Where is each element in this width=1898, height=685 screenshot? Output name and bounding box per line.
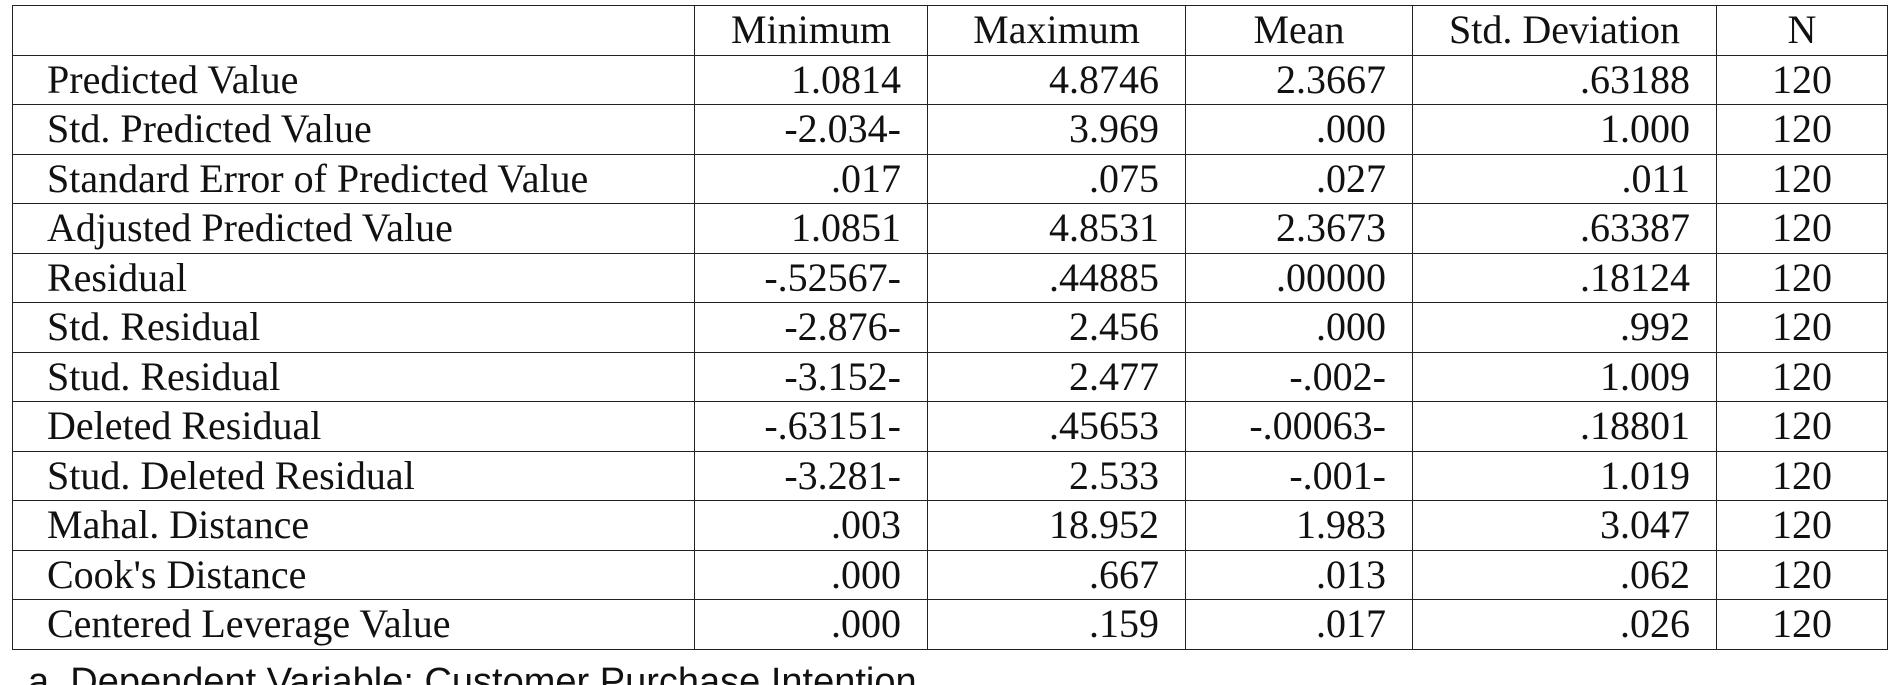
cell-std-deviation: 1.009 bbox=[1412, 351, 1717, 402]
cell-std-deviation: 3.047 bbox=[1412, 500, 1717, 551]
cell-n: 120 bbox=[1716, 500, 1888, 551]
cell-mean: .017 bbox=[1185, 599, 1413, 650]
cell-n: 120 bbox=[1716, 153, 1888, 204]
cell-maximum: .45653 bbox=[927, 401, 1186, 452]
cell-minimum: -3.152- bbox=[694, 351, 928, 402]
footnote: a. Dependent Variable: Customer Purchase… bbox=[28, 661, 917, 685]
cell-minimum: -2.876- bbox=[694, 302, 928, 353]
cell-std-deviation: .011 bbox=[1412, 153, 1717, 204]
cell-n: 120 bbox=[1716, 54, 1888, 105]
header-maximum: Maximum bbox=[927, 5, 1186, 56]
cell-minimum: 1.0814 bbox=[694, 54, 928, 105]
row-label: Stud. Residual bbox=[12, 351, 695, 402]
cell-mean: 2.3673 bbox=[1185, 203, 1413, 254]
cell-mean: .00000 bbox=[1185, 252, 1413, 303]
cell-maximum: .075 bbox=[927, 153, 1186, 204]
cell-mean: .000 bbox=[1185, 104, 1413, 155]
header-empty bbox=[12, 5, 695, 56]
table-row: Deleted Residual -.63151- .45653 -.00063- .1… bbox=[12, 401, 1888, 452]
cell-maximum: 2.533 bbox=[927, 450, 1186, 501]
cell-maximum: .44885 bbox=[927, 252, 1186, 303]
cell-n: 120 bbox=[1716, 203, 1888, 254]
cell-minimum: .017 bbox=[694, 153, 928, 204]
table-row: Residual -.52567- .44885.00000.18124 120 bbox=[12, 252, 1888, 303]
cell-mean: .027 bbox=[1185, 153, 1413, 204]
cell-maximum: 3.969 bbox=[927, 104, 1186, 155]
cell-minimum: .003 bbox=[694, 500, 928, 551]
cell-mean: -.00063- bbox=[1185, 401, 1413, 452]
header-row: Minimum Maximum Mean Std. Deviation N bbox=[12, 5, 1888, 56]
header-minimum: Minimum bbox=[694, 5, 928, 56]
cell-minimum: -.52567- bbox=[694, 252, 928, 303]
header-mean: Mean bbox=[1185, 5, 1413, 56]
table-row: Stud. Deleted Residual -3.281- 2.533 -.001-… bbox=[12, 450, 1888, 501]
row-label: Standard Error of Predicted Value bbox=[12, 153, 695, 204]
cell-maximum: 4.8746 bbox=[927, 54, 1186, 105]
row-label: Std. Residual bbox=[12, 302, 695, 353]
cell-maximum: 18.952 bbox=[927, 500, 1186, 551]
cell-mean: -.001- bbox=[1185, 450, 1413, 501]
cell-minimum: -3.281- bbox=[694, 450, 928, 501]
cell-mean: 2.3667 bbox=[1185, 54, 1413, 105]
cell-maximum: 2.456 bbox=[927, 302, 1186, 353]
table-row: Centered Leverage Value .000.159.017.026 1… bbox=[12, 599, 1888, 650]
cell-maximum: .159 bbox=[927, 599, 1186, 650]
cell-n: 120 bbox=[1716, 450, 1888, 501]
table-row: Standard Error of Predicted Value .017.07… bbox=[12, 153, 1888, 204]
cell-std-deviation: 1.019 bbox=[1412, 450, 1717, 501]
cell-n: 120 bbox=[1716, 351, 1888, 402]
header-n: N bbox=[1716, 5, 1888, 56]
table-row: Std. Residual -2.876- 2.456.000.992 120 bbox=[12, 302, 1888, 353]
row-label: Stud. Deleted Residual bbox=[12, 450, 695, 501]
cell-mean: .000 bbox=[1185, 302, 1413, 353]
cell-n: 120 bbox=[1716, 104, 1888, 155]
cell-n: 120 bbox=[1716, 302, 1888, 353]
cell-minimum: 1.0851 bbox=[694, 203, 928, 254]
row-label: Centered Leverage Value bbox=[12, 599, 695, 650]
row-label: Adjusted Predicted Value bbox=[12, 203, 695, 254]
cell-minimum: -2.034- bbox=[694, 104, 928, 155]
cell-std-deviation: .062 bbox=[1412, 549, 1717, 600]
cell-std-deviation: .63188 bbox=[1412, 54, 1717, 105]
row-label: Std. Predicted Value bbox=[12, 104, 695, 155]
residuals-statistics-table: Minimum Maximum Mean Std. Deviation N Pr… bbox=[12, 5, 1888, 650]
cell-maximum: .667 bbox=[927, 549, 1186, 600]
cell-std-deviation: .026 bbox=[1412, 599, 1717, 650]
cell-minimum: .000 bbox=[694, 549, 928, 600]
table-row: Predicted Value 1.0814 4.8746 2.3667.63188 1… bbox=[12, 54, 1888, 105]
cell-n: 120 bbox=[1716, 252, 1888, 303]
cell-n: 120 bbox=[1716, 599, 1888, 650]
header-std-deviation: Std. Deviation bbox=[1412, 5, 1717, 56]
cell-std-deviation: .18124 bbox=[1412, 252, 1717, 303]
table-row: Cook's Distance .000.667.013.062 120 bbox=[12, 549, 1888, 600]
cell-std-deviation: .992 bbox=[1412, 302, 1717, 353]
cell-mean: 1.983 bbox=[1185, 500, 1413, 551]
table-body: Predicted Value 1.0814 4.8746 2.3667.63188 1… bbox=[12, 54, 1888, 650]
row-label: Mahal. Distance bbox=[12, 500, 695, 551]
cell-maximum: 2.477 bbox=[927, 351, 1186, 402]
cell-maximum: 4.8531 bbox=[927, 203, 1186, 254]
cell-minimum: -.63151- bbox=[694, 401, 928, 452]
cell-std-deviation: .63387 bbox=[1412, 203, 1717, 254]
table-row: Std. Predicted Value -2.034- 3.969.000 1.00… bbox=[12, 104, 1888, 155]
cell-n: 120 bbox=[1716, 549, 1888, 600]
row-label: Cook's Distance bbox=[12, 549, 695, 600]
cell-mean: -.002- bbox=[1185, 351, 1413, 402]
cell-minimum: .000 bbox=[694, 599, 928, 650]
row-label: Predicted Value bbox=[12, 54, 695, 105]
table-row: Mahal. Distance .003 18.952 1.983 3.047 120 bbox=[12, 500, 1888, 551]
cell-n: 120 bbox=[1716, 401, 1888, 452]
cell-std-deviation: 1.000 bbox=[1412, 104, 1717, 155]
row-label: Deleted Residual bbox=[12, 401, 695, 452]
table-row: Adjusted Predicted Value 1.0851 4.8531 2.36… bbox=[12, 203, 1888, 254]
table-row: Stud. Residual -3.152- 2.477 -.002- 1.009 120 bbox=[12, 351, 1888, 402]
cell-mean: .013 bbox=[1185, 549, 1413, 600]
cell-std-deviation: .18801 bbox=[1412, 401, 1717, 452]
row-label: Residual bbox=[12, 252, 695, 303]
